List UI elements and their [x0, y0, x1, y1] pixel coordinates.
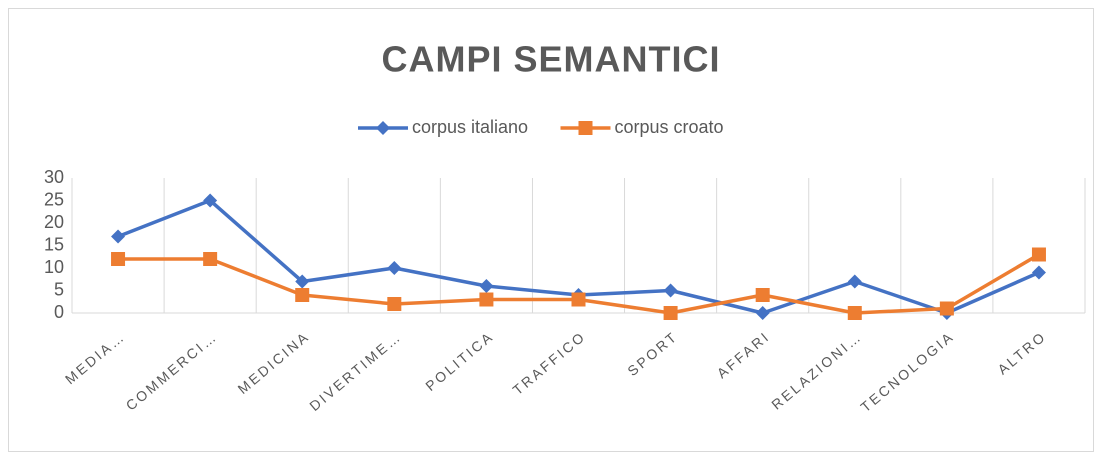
chart-title: CAMPI SEMANTICI — [382, 39, 721, 80]
data-point — [295, 274, 310, 289]
y-tick-label: 5 — [54, 279, 64, 299]
y-tick-label: 30 — [44, 167, 64, 187]
data-point — [755, 288, 770, 302]
legend-marker — [578, 121, 593, 135]
data-point — [111, 252, 126, 266]
data-point — [387, 261, 402, 275]
data-point — [571, 292, 586, 307]
data-point — [663, 306, 678, 320]
data-point — [111, 229, 126, 244]
data-point — [939, 301, 954, 316]
data-point — [1031, 265, 1046, 280]
y-tick-label: 15 — [44, 234, 64, 254]
data-point — [203, 193, 218, 208]
legend-label: corpus italiano — [412, 117, 528, 137]
y-tick-label: 25 — [44, 189, 64, 209]
legend-label: corpus croato — [615, 117, 724, 137]
data-point — [847, 274, 862, 289]
data-point — [479, 279, 494, 293]
data-point — [1031, 247, 1046, 262]
data-point — [203, 252, 218, 266]
data-point — [387, 297, 402, 311]
data-point — [479, 292, 494, 307]
chart-border — [8, 8, 1094, 452]
y-tick-label: 20 — [44, 212, 64, 232]
data-point — [663, 283, 678, 298]
data-point — [847, 306, 862, 320]
legend-marker — [376, 121, 390, 135]
data-point — [295, 288, 310, 302]
data-point — [755, 306, 770, 320]
y-tick-label: 10 — [44, 257, 64, 277]
y-tick-label: 0 — [54, 302, 64, 322]
